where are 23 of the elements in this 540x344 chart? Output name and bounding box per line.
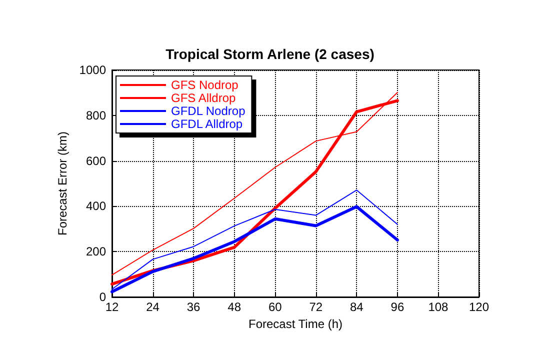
legend-label: GFS Nodrop <box>171 78 239 92</box>
y-tick-label: 400 <box>86 199 106 214</box>
y-tick-label: 600 <box>86 154 106 168</box>
x-axis-title: Forecast Time (h) <box>248 316 343 331</box>
y-tick-label: 0 <box>99 290 106 304</box>
y-tick-label: 1000 <box>79 63 106 77</box>
y-axis-title: Forecast Error (km) <box>55 131 70 236</box>
y-tick-label: 800 <box>86 108 106 122</box>
legend-label: GFDL Alldrop <box>171 117 243 131</box>
x-tick-label: 120 <box>468 300 490 314</box>
x-tick-label: 48 <box>228 300 242 314</box>
x-tick-label: 108 <box>428 300 449 314</box>
x-tick-label: 24 <box>146 300 160 314</box>
x-tick-label: 36 <box>186 300 201 314</box>
x-tick-label: 96 <box>390 300 404 314</box>
x-tick-label: 12 <box>105 300 119 314</box>
x-tick-label: 84 <box>350 300 364 314</box>
legend-label: GFDL Nodrop <box>171 104 246 118</box>
chart-title: Tropical Storm Arlene (2 cases) <box>166 46 374 62</box>
y-tick-label: 200 <box>86 244 106 259</box>
x-tick-label: 72 <box>309 300 323 314</box>
legend-label: GFS Alldrop <box>171 91 236 105</box>
x-tick-label: 60 <box>268 300 282 314</box>
